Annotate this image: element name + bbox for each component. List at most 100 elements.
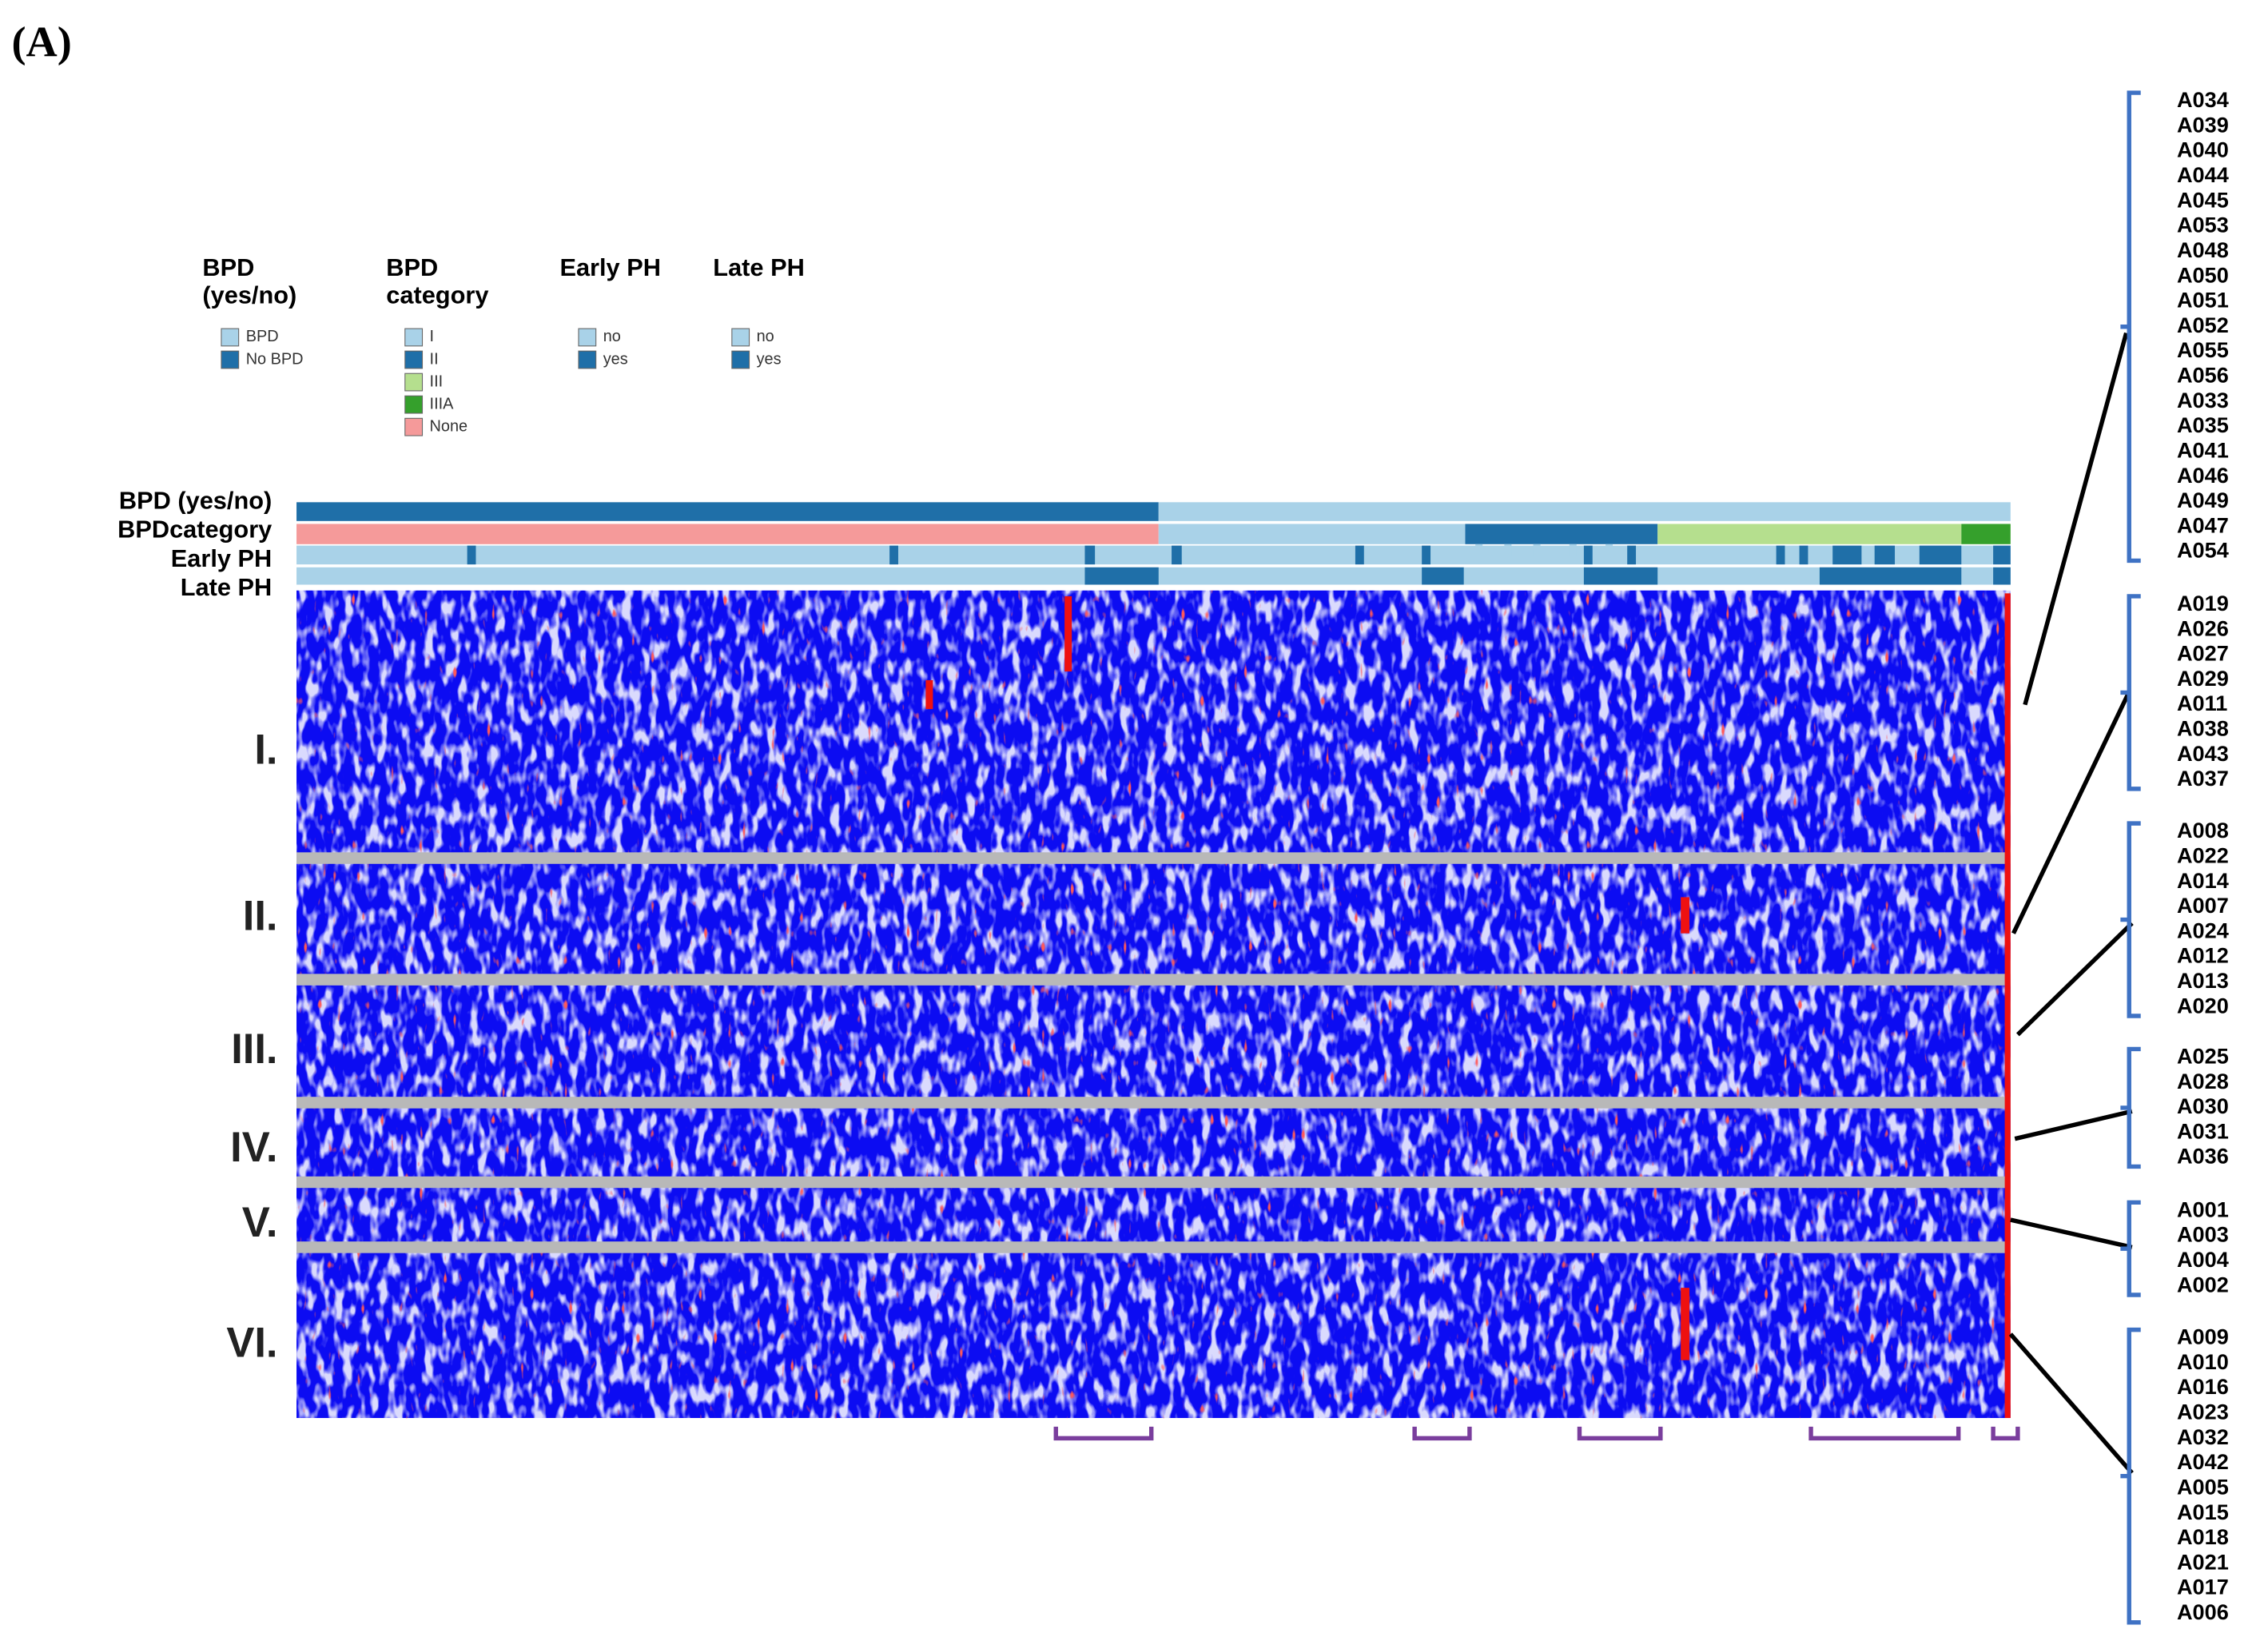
sample-id: A054: [2177, 538, 2229, 563]
sample-id: A047: [2177, 512, 2229, 537]
sample-id: A018: [2177, 1524, 2229, 1549]
sample-id: A055: [2177, 337, 2229, 362]
sample-id: A002: [2177, 1272, 2229, 1296]
legend-label: III: [430, 372, 444, 390]
legend-swatch: [404, 350, 424, 369]
sample-id: A022: [2177, 842, 2229, 867]
legend-title: Late PH: [713, 253, 805, 281]
sample-id: A046: [2177, 463, 2229, 488]
track-label: BPDcategory: [117, 516, 272, 544]
sample-id: A014: [2177, 868, 2229, 893]
sample-id: A017: [2177, 1575, 2229, 1599]
track-label: Early PH: [171, 544, 272, 572]
sample-id: A056: [2177, 363, 2229, 388]
panel-label: (A): [11, 18, 71, 66]
sample-id: A041: [2177, 437, 2229, 462]
cluster-label: IV.: [230, 1124, 277, 1171]
sample-id: A036: [2177, 1144, 2229, 1169]
connectors: [2008, 332, 2134, 1475]
sample-id: A044: [2177, 162, 2229, 187]
sample-id: A037: [2177, 766, 2229, 791]
sample-id: A032: [2177, 1424, 2229, 1449]
sample-id: A033: [2177, 388, 2229, 412]
sample-id: A013: [2177, 968, 2229, 993]
sample-id: A001: [2177, 1197, 2229, 1221]
sample-id: A043: [2177, 741, 2229, 766]
sample-id: A049: [2177, 488, 2229, 512]
sample-id: A042: [2177, 1449, 2229, 1474]
legend-title: category: [386, 281, 488, 309]
sample-id: A025: [2177, 1044, 2229, 1069]
sample-id: A005: [2177, 1475, 2229, 1500]
legend-label: None: [430, 417, 468, 435]
legend-title: BPD: [386, 253, 438, 281]
legend-label: BPD: [246, 328, 279, 345]
heatmap: [296, 590, 2011, 1419]
sample-id: A028: [2177, 1069, 2229, 1093]
sample-id: A050: [2177, 262, 2229, 287]
cluster-label: III.: [231, 1026, 277, 1073]
legend-title: BPD: [202, 253, 254, 281]
legend-label: II: [430, 350, 439, 368]
sample-id: A045: [2177, 187, 2229, 212]
sample-id: A004: [2177, 1247, 2229, 1272]
legend-swatch: [404, 417, 424, 436]
legend-label: no: [757, 328, 774, 345]
sample-id: A015: [2177, 1500, 2229, 1524]
legend-label: I: [430, 328, 435, 345]
legend-swatch: [578, 328, 597, 347]
legend-swatch: [731, 350, 750, 369]
legend-swatch: [578, 350, 597, 369]
sample-id: A007: [2177, 893, 2229, 918]
sample-id: A052: [2177, 313, 2229, 337]
sample-id: A010: [2177, 1349, 2229, 1374]
track-label: BPD (yes/no): [119, 486, 272, 514]
sample-id: A035: [2177, 412, 2229, 437]
sample-id: A021: [2177, 1549, 2229, 1574]
sample-id: A040: [2177, 137, 2229, 162]
cluster-label: VI.: [226, 1319, 277, 1366]
legend-title: Early PH: [559, 253, 660, 281]
sample-id: A011: [2177, 691, 2227, 715]
sample-id: A051: [2177, 288, 2229, 313]
sample-id: A053: [2177, 213, 2229, 237]
sample-id: A008: [2177, 818, 2229, 842]
sample-id: A016: [2177, 1374, 2229, 1399]
legend-label: yes: [603, 350, 628, 368]
legend-label: IIIA: [430, 395, 455, 412]
sample-id: A034: [2177, 87, 2229, 112]
legend-swatch: [404, 372, 424, 392]
legend-swatch: [731, 328, 750, 347]
legend-label: No BPD: [246, 350, 304, 368]
legend-swatch: [404, 328, 424, 347]
sample-id: A038: [2177, 716, 2229, 741]
id-bracket: [2120, 594, 2141, 791]
id-bracket: [2120, 1327, 2141, 1625]
id-bracket: [2120, 90, 2141, 564]
sample-id: A012: [2177, 943, 2229, 968]
id-bracket: [2120, 1046, 2141, 1169]
legend-swatch: [404, 395, 424, 414]
sample-id: A029: [2177, 666, 2229, 691]
sample-id: A027: [2177, 641, 2229, 666]
cluster-label: V.: [242, 1199, 278, 1246]
legend-label: no: [603, 328, 621, 345]
column-brackets: [1053, 1426, 2020, 1441]
track-label: Late PH: [181, 573, 273, 601]
sample-id: A030: [2177, 1093, 2229, 1118]
sample-id: A024: [2177, 918, 2229, 942]
sample-id: A009: [2177, 1324, 2229, 1349]
sample-id: A023: [2177, 1400, 2229, 1424]
sample-id: A031: [2177, 1118, 2229, 1143]
cluster-label: II.: [243, 892, 278, 939]
sample-id: A020: [2177, 993, 2229, 1018]
sample-id: A019: [2177, 591, 2229, 615]
sample-id: A003: [2177, 1222, 2229, 1247]
sample-id: A026: [2177, 615, 2229, 640]
legend-title: (yes/no): [202, 281, 296, 309]
sample-id: A048: [2177, 237, 2229, 262]
sample-id: A039: [2177, 112, 2229, 137]
cluster-label: I.: [254, 726, 277, 773]
annotation-tracks: [296, 502, 2011, 585]
